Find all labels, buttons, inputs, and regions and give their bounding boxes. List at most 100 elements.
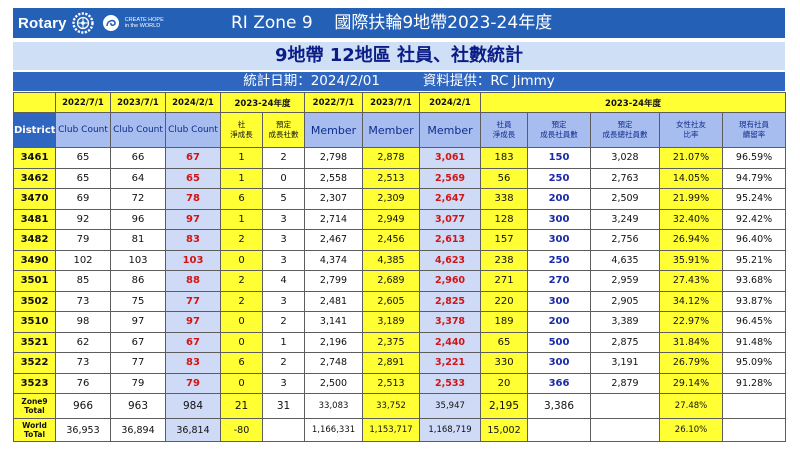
member-net-growth-cell: 65: [480, 331, 529, 353]
club-count-2024-cell: 77: [165, 290, 221, 312]
member-2023-cell: 2,513: [362, 372, 421, 394]
table-row: 3490 102 103 103 0 3 4,374 4,385 4,623 238 250 4,63…: [13, 249, 787, 271]
member-2023-cell: 2,375: [362, 331, 421, 353]
member-2022-cell: 4,374: [304, 249, 364, 271]
member-target-cell: 250: [527, 249, 592, 271]
tagline-line-1: CREATE HOPE: [124, 17, 164, 23]
header-date: 2023/7/1: [362, 92, 421, 113]
member-total-target-cell: 2,763: [590, 167, 661, 189]
club-target-cell: 3: [261, 249, 306, 271]
club-count-2022-cell: 85: [55, 270, 111, 292]
total-member-total-target-cell: [590, 418, 661, 442]
column-header-member-target: 預定 成長社員數: [527, 112, 592, 148]
member-2024-cell: 4,623: [419, 249, 482, 271]
club-net-growth-cell: 2: [220, 270, 263, 292]
member-2023-cell: 2,949: [362, 208, 421, 230]
total-club-count-2022-cell: 36,953: [55, 418, 111, 442]
member-total-target-cell: 3,249: [590, 208, 661, 230]
member-target-cell: 300: [527, 208, 592, 230]
zone-total-row: Zone9 Total 966 963 984 21 31 33,083 33,752 35,9…: [13, 393, 787, 419]
total-member-target-cell: [527, 418, 592, 442]
member-net-growth-cell: 56: [480, 167, 529, 189]
rotary-wordmark: Rotary: [18, 14, 67, 32]
club-net-growth-cell: 1: [220, 208, 263, 230]
total-member-2023-cell: 1,153,717: [362, 418, 421, 442]
club-net-growth-cell: 0: [220, 331, 263, 353]
world-total-row: World ToTal 36,953 36,894 36,814 -80 1,166,33…: [13, 418, 787, 442]
club-target-cell: 2: [261, 311, 306, 333]
member-target-cell: 366: [527, 372, 592, 394]
member-2022-cell: 2,799: [304, 270, 364, 292]
info-bar: 統計日期：2024/2/01 資料提供：RC Jimmy: [13, 72, 785, 91]
column-header-member-total-target: 預定 成長總社員數: [590, 112, 661, 148]
member-total-target-cell: 2,959: [590, 270, 661, 292]
member-2024-cell: 3,077: [419, 208, 482, 230]
tagline-line-2: in the WORLD: [124, 23, 161, 29]
district-cell: 3522: [13, 352, 56, 374]
district-cell: 3501: [13, 270, 56, 292]
table-row: 3470 69 72 78 6 5 2,307 2,309 2,647 338 200 2,509 21…: [13, 188, 787, 210]
member-2022-cell: 2,714: [304, 208, 364, 230]
member-2023-cell: 2,456: [362, 229, 421, 251]
statistics-sheet: Rotary CREATE HOPE in the WORLD RI Zone …: [13, 8, 787, 442]
club-target-cell: 5: [261, 188, 306, 210]
club-net-growth-cell: 2: [220, 290, 263, 312]
table-row: 3482 79 81 83 2 3 2,467 2,456 2,613 157 300 2,756 26…: [13, 229, 787, 251]
club-count-2022-cell: 65: [55, 167, 111, 189]
member-total-target-cell: 2,756: [590, 229, 661, 251]
member-total-target-cell: 3,389: [590, 311, 661, 333]
total-label-cell: Zone9 Total: [13, 393, 56, 419]
retention-cell: 95.09%: [722, 352, 787, 374]
header-date: 2024/2/1: [165, 92, 221, 113]
header-date: 2022/7/1: [55, 92, 111, 113]
member-2023-cell: 4,385: [362, 249, 421, 271]
female-ratio-cell: 22.97%: [659, 311, 724, 333]
club-target-cell: 4: [261, 270, 306, 292]
member-target-cell: 200: [527, 188, 592, 210]
club-count-2022-cell: 79: [55, 229, 111, 251]
club-count-2022-cell: 98: [55, 311, 111, 333]
table-row: 3523 76 79 79 0 3 2,500 2,513 2,533 20 366 2,879 29.…: [13, 372, 787, 394]
club-count-2023-cell: 103: [110, 249, 166, 271]
club-net-growth-cell: 6: [220, 188, 263, 210]
club-target-cell: 2: [261, 352, 306, 374]
club-count-2024-cell: 65: [165, 167, 221, 189]
total-club-count-2023-cell: 36,894: [110, 418, 166, 442]
member-2022-cell: 3,141: [304, 311, 364, 333]
column-header-member-net-growth: 社員 淨成長: [480, 112, 529, 148]
club-count-2024-cell: 88: [165, 270, 221, 292]
club-count-2023-cell: 72: [110, 188, 166, 210]
member-target-cell: 200: [527, 311, 592, 333]
total-female-ratio-cell: 26.10%: [659, 418, 724, 442]
female-ratio-cell: 21.99%: [659, 188, 724, 210]
club-count-2023-cell: 81: [110, 229, 166, 251]
total-club-net-growth-cell: 21: [220, 393, 263, 419]
total-club-count-2024-cell: 984: [165, 393, 221, 419]
retention-cell: 96.40%: [722, 229, 787, 251]
club-count-2023-cell: 77: [110, 352, 166, 374]
title-banner: Rotary CREATE HOPE in the WORLD RI Zone …: [13, 8, 785, 38]
column-header-member: Member: [419, 112, 482, 148]
member-total-target-cell: 2,509: [590, 188, 661, 210]
member-2024-cell: 2,533: [419, 372, 482, 394]
retention-cell: 95.24%: [722, 188, 787, 210]
member-2023-cell: 2,513: [362, 167, 421, 189]
female-ratio-cell: 21.07%: [659, 147, 724, 169]
district-cell: 3482: [13, 229, 56, 251]
club-count-2022-cell: 69: [55, 188, 111, 210]
club-net-growth-cell: 0: [220, 311, 263, 333]
member-2022-cell: 2,500: [304, 372, 364, 394]
header-year: 2023-24年度: [219, 92, 306, 113]
club-count-2022-cell: 73: [55, 352, 111, 374]
header-corner: [13, 92, 56, 113]
header-date: 2024/2/1: [419, 92, 482, 113]
member-2023-cell: 2,689: [362, 270, 421, 292]
statistics-table: 2022/7/1 2023/7/1 2024/2/1 2023-24年度 202…: [13, 92, 787, 442]
header-row-dates: 2022/7/1 2023/7/1 2024/2/1 2023-24年度 202…: [13, 92, 787, 113]
tagline: CREATE HOPE in the WORLD: [125, 17, 164, 29]
total-club-target-cell: [261, 418, 306, 442]
district-cell: 3510: [13, 311, 56, 333]
club-net-growth-cell: 0: [220, 249, 263, 271]
club-net-growth-cell: 6: [220, 352, 263, 374]
retention-cell: 91.48%: [722, 331, 787, 353]
